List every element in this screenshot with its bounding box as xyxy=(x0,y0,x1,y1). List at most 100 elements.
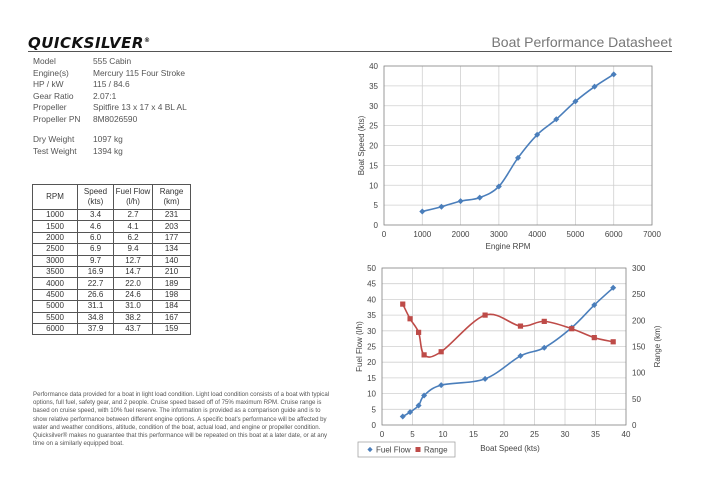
data-point xyxy=(419,208,426,215)
plot-area xyxy=(381,267,627,426)
page-title: Boat Performance Datasheet xyxy=(491,34,672,50)
disclaimer-notes: Performance data provided for a boat in … xyxy=(33,391,330,448)
x-tick-label: 3000 xyxy=(490,230,508,239)
data-point xyxy=(610,339,616,345)
weight-label: Test Weight xyxy=(33,145,77,156)
y-tick-label: 10 xyxy=(369,181,378,190)
data-point xyxy=(482,375,489,382)
table-row: 2500 6.9 9.4 134 xyxy=(32,243,191,256)
table-cell: 37.9 xyxy=(77,322,114,336)
y-tick-label: 35 xyxy=(369,82,378,91)
y-tick-label: 10 xyxy=(367,390,376,399)
data-point xyxy=(476,194,483,201)
legend-label-fuel-flow: Fuel Flow xyxy=(376,446,411,455)
y-tick-label: 40 xyxy=(369,62,378,71)
y-tick-label: 0 xyxy=(374,221,379,230)
y-tick-label: 40 xyxy=(367,295,376,304)
y2-tick-label: 250 xyxy=(632,290,646,299)
x-axis-title: Engine RPM xyxy=(486,242,531,251)
y-tick-label: 50 xyxy=(367,264,376,273)
data-point xyxy=(569,326,575,332)
y2-tick-label: 50 xyxy=(632,395,641,404)
data-point xyxy=(610,284,617,291)
x-tick-label: 5 xyxy=(410,430,415,439)
data-point xyxy=(416,329,422,335)
y-tick-label: 15 xyxy=(369,161,378,170)
table-cell: 159 xyxy=(152,322,191,336)
y2-tick-label: 100 xyxy=(632,369,646,378)
y-tick-label: 25 xyxy=(369,122,378,131)
table-cell: 43.7 xyxy=(113,322,153,336)
x-tick-label: 5000 xyxy=(567,230,585,239)
table-row: 3000 9.7 12.7 140 xyxy=(32,254,191,267)
y-axis-title: Fuel Flow (l/h) xyxy=(355,321,364,372)
y-tick-label: 45 xyxy=(367,280,376,289)
data-point xyxy=(400,301,406,307)
legend-marker-range xyxy=(415,447,421,452)
data-point xyxy=(610,71,617,78)
legend-marker-fuel-flow xyxy=(367,446,373,453)
plot-area xyxy=(383,65,653,226)
table-header-row: RPM Speed (kts) Fuel Flow (l/h) Range (km) xyxy=(32,184,191,210)
spec-row: Engine(s) Mercury 115 Four Stroke xyxy=(33,68,187,80)
x-tick-label: 30 xyxy=(561,430,570,439)
y-tick-label: 30 xyxy=(369,102,378,111)
spec-label: Propeller PN xyxy=(33,113,81,124)
data-point xyxy=(495,183,502,190)
header-divider xyxy=(28,51,672,52)
data-point xyxy=(517,323,524,329)
data-point xyxy=(482,312,488,318)
data-point xyxy=(517,352,524,359)
x-tick-label: 6000 xyxy=(605,230,623,239)
spec-label: Engine(s) xyxy=(33,67,69,78)
x-tick-label: 40 xyxy=(622,430,631,439)
spec-row: Gear Ratio 2.07:1 xyxy=(33,91,187,103)
data-point xyxy=(572,98,579,105)
x-tick-label: 0 xyxy=(382,230,387,239)
col-header-range: Range (km) xyxy=(152,184,191,210)
y2-tick-label: 300 xyxy=(632,264,646,273)
spec-label: HP / kW xyxy=(33,79,64,89)
spec-label: Gear Ratio xyxy=(33,90,74,101)
spec-value: 555 Cabin xyxy=(93,56,132,66)
weight-row: Dry Weight 1097 kg xyxy=(33,134,187,146)
y2-tick-label: 200 xyxy=(632,316,646,325)
table-row: 6000 37.9 43.7 159 xyxy=(32,322,191,336)
data-point xyxy=(407,316,413,322)
y-tick-label: 0 xyxy=(372,421,377,430)
table-row: 1000 3.4 2.7 231 xyxy=(32,208,191,222)
spec-value: Mercury 115 Four Stroke xyxy=(93,67,186,78)
spec-row: Model 555 Cabin xyxy=(33,56,187,68)
legend-box xyxy=(357,441,456,458)
table-row: 5500 34.8 38.2 167 xyxy=(32,311,191,324)
y-tick-label: 25 xyxy=(367,343,376,352)
x-tick-label: 20 xyxy=(500,430,509,439)
data-point xyxy=(407,409,414,416)
x-tick-label: 25 xyxy=(530,430,539,439)
x-tick-label: 4000 xyxy=(528,230,546,239)
data-point xyxy=(438,203,445,210)
legend-label-range: Range xyxy=(424,446,448,455)
data-point xyxy=(591,83,598,90)
spec-row: HP / kW 115 / 84.6 xyxy=(33,79,187,91)
weight-row: Test Weight 1394 kg xyxy=(33,146,187,158)
y-axis-title: Boat Speed (kts) xyxy=(357,115,366,175)
y2-axis-title: Range (km) xyxy=(653,325,662,367)
x-axis-title: Boat Speed (kts) xyxy=(480,444,540,453)
weight-value: 1097 kg xyxy=(93,134,123,144)
table-row: 5000 31.1 31.0 184 xyxy=(32,300,191,313)
data-point xyxy=(415,402,422,409)
data-point xyxy=(591,335,597,341)
data-point xyxy=(421,352,427,358)
data-point xyxy=(399,413,406,420)
data-point xyxy=(438,382,445,389)
y-tick-label: 35 xyxy=(367,311,376,320)
col-header-fuel-flow: Fuel Flow (l/h) xyxy=(113,184,153,210)
series-line xyxy=(422,73,615,213)
y-tick-label: 30 xyxy=(367,327,376,336)
data-point xyxy=(534,131,541,138)
weight-label: Dry Weight xyxy=(33,134,75,144)
x-tick-label: 7000 xyxy=(643,230,661,239)
y-tick-label: 20 xyxy=(367,358,376,367)
spec-value: 8M8026590 xyxy=(93,113,138,124)
